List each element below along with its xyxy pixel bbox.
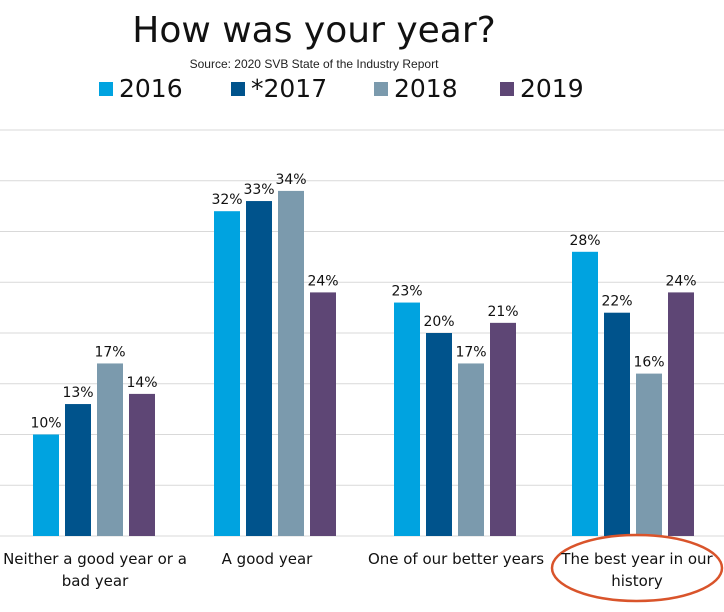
data-label: 16% xyxy=(633,355,664,371)
data-label: 32% xyxy=(211,192,242,208)
data-label: 10% xyxy=(30,416,61,432)
data-label: 20% xyxy=(423,314,454,330)
chart-subtitle: Source: 2020 SVB State of the Industry R… xyxy=(189,57,439,71)
bar xyxy=(668,292,694,536)
bar xyxy=(458,363,484,536)
data-label: 24% xyxy=(665,273,696,289)
category-label-best: The best year in our history xyxy=(561,550,713,590)
legend-label-2019: 2019 xyxy=(520,74,584,103)
data-label: 13% xyxy=(62,385,93,401)
bar xyxy=(426,333,452,536)
legend-swatch-2018 xyxy=(374,81,388,96)
data-label: 17% xyxy=(455,344,486,360)
legend-swatch-2016 xyxy=(99,81,113,96)
category-label-neither: Neither a good year or a bad year xyxy=(3,550,187,590)
data-label: 21% xyxy=(487,304,518,320)
bar xyxy=(129,393,155,536)
bar xyxy=(65,404,91,536)
bar xyxy=(278,190,304,536)
bar xyxy=(310,292,336,536)
bar xyxy=(97,363,123,536)
category-label-good: A good year xyxy=(221,550,313,568)
legend-item-2018: 2018 xyxy=(374,74,458,103)
bar xyxy=(636,373,662,536)
chart-title: How was your year? xyxy=(132,10,496,51)
legend: 2016 *2017 2018 2019 xyxy=(0,74,724,104)
legend-item-2016: 2016 xyxy=(99,74,183,103)
bar xyxy=(214,211,240,536)
legend-label-2016: 2016 xyxy=(119,74,183,103)
legend-swatch-2017 xyxy=(231,81,245,96)
legend-item-2017: *2017 xyxy=(231,74,327,103)
data-label: 14% xyxy=(126,375,157,391)
bar xyxy=(490,322,516,536)
data-label: 17% xyxy=(94,344,125,360)
category-label-better: One of our better years xyxy=(367,550,545,568)
legend-swatch-2019 xyxy=(500,81,514,96)
data-label: 28% xyxy=(569,233,600,249)
bar xyxy=(604,312,630,536)
legend-label-2017: *2017 xyxy=(251,74,328,103)
bar xyxy=(33,434,59,536)
data-label: 23% xyxy=(391,284,422,300)
data-label: 33% xyxy=(243,182,274,198)
bar xyxy=(572,251,598,537)
data-label: 34% xyxy=(275,172,306,188)
highlight-ellipse xyxy=(550,533,724,603)
legend-label-2018: 2018 xyxy=(394,74,458,103)
data-label: 24% xyxy=(307,273,338,289)
bar xyxy=(394,302,420,536)
data-label: 22% xyxy=(601,294,632,310)
bar xyxy=(246,201,272,537)
legend-item-2019: 2019 xyxy=(500,74,584,103)
